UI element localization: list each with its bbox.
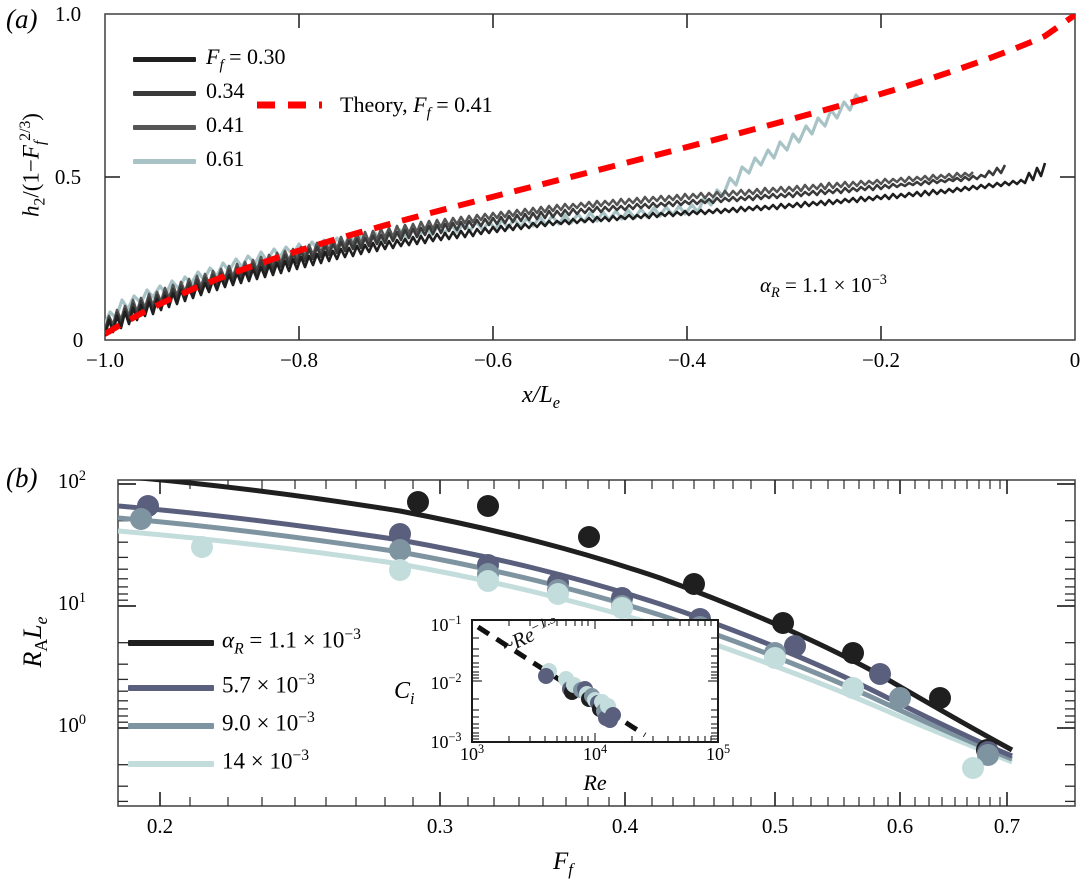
curve-alpha-9e3	[118, 515, 1013, 762]
legend-a-label-030: Ff = 0.30	[206, 44, 286, 74]
inset-xlabel: Re	[583, 770, 607, 795]
panel-a-annotation: αR = 1.1 × 10−3	[760, 272, 887, 302]
legend-b-line-11e3	[128, 640, 214, 646]
legend-b-line-14e3	[128, 761, 214, 767]
legend-a-label-041: 0.41	[206, 112, 245, 137]
legend-b-line-9e3	[128, 723, 214, 729]
panel-a-xtick-0: 0	[1069, 348, 1081, 372]
panel-b-x-minor-ticks	[189, 480, 1001, 806]
curve-alpha-57e3	[118, 503, 1013, 759]
panel-b-xtick-0.5: 0.5	[761, 814, 789, 838]
inset-plot: ~Re−1.3	[471, 618, 719, 743]
panel-a-tag: (a)	[6, 4, 38, 34]
panel-a-xtick--1.0: −1.0	[85, 348, 125, 372]
scatter-alpha-57e3	[137, 495, 999, 763]
inset-ytick-1e-2: 10−2	[430, 671, 462, 693]
panel-a-plot	[104, 13, 1076, 341]
panel-b-xtick-0.6: 0.6	[886, 814, 914, 838]
panel-b-xtick-0.2: 0.2	[146, 814, 174, 838]
panel-b-tag: (b)	[6, 463, 38, 493]
inset-ytick-1e-1: 10−1	[430, 613, 462, 635]
legend-a-label-034: 0.34	[206, 78, 245, 103]
inset-x-ticks	[508, 620, 712, 742]
panel-a-xtick--0.4: −0.4	[667, 348, 707, 372]
panel-b-ytick-10: 101	[57, 590, 87, 615]
legend-a-label-theory: Theory, Ff = 0.41	[340, 92, 493, 122]
panel-b-xtick-0.7: 0.7	[993, 814, 1021, 838]
inset-y-ticks	[472, 637, 718, 740]
inset-ylabel: Ci	[394, 678, 415, 708]
theory-curve	[105, 14, 1075, 337]
inset-frame	[471, 619, 719, 743]
trace-ff-041	[105, 171, 974, 331]
panel-a-xtick--0.2: −0.2	[861, 348, 901, 372]
panel-a-xlabel: x/Le	[522, 382, 560, 412]
trace-ff-030	[105, 162, 1047, 337]
panel-a-ytick-05: 0.5	[54, 165, 82, 189]
curve-alpha-14e3	[118, 528, 1013, 765]
legend-a-line-041	[133, 125, 196, 130]
panel-a-ytick-1: 1.0	[54, 2, 82, 26]
panel-b-y-minor-ticks	[118, 520, 1075, 803]
legend-a-line-061	[133, 159, 196, 164]
panel-a-xtick--0.8: −0.8	[279, 348, 319, 372]
panel-b-ytick-100: 102	[57, 468, 87, 493]
inset-ytick-1e-3: 10−3	[430, 730, 462, 752]
inset-xtick-1e5: 105	[705, 742, 731, 764]
inset-points	[538, 663, 621, 728]
legend-b-label-11e3: αR = 1.1 × 10−3	[222, 626, 361, 658]
panel-b-xtick-0.3: 0.3	[426, 814, 454, 838]
inset-xtick-1e3: 103	[459, 742, 485, 764]
panel-b-ytick-1: 100	[57, 712, 87, 737]
legend-b-label-57e3: 5.7 × 10−3	[222, 671, 315, 698]
legend-a-line-034	[133, 91, 196, 96]
legend-b-line-57e3	[128, 685, 214, 691]
inset-xtick-1e4: 104	[582, 742, 608, 764]
legend-b-label-14e3: 14 × 10−3	[222, 747, 310, 774]
legend-a-line-030	[133, 57, 196, 62]
legend-b-label-9e3: 9.0 × 10−3	[222, 709, 315, 736]
legend-a-theory-dash	[257, 101, 322, 109]
panel-a-xtick--0.6: −0.6	[473, 348, 513, 372]
panel-b-xlabel: Ff	[552, 848, 574, 879]
panel-b-x-major-ticks	[159, 480, 1008, 806]
panel-a-x-ticks	[298, 14, 882, 340]
trace-ff-034	[105, 164, 1007, 334]
panel-b-xtick-0.4: 0.4	[611, 814, 639, 838]
legend-a-label-061: 0.61	[206, 146, 245, 171]
panel-b-plot	[117, 479, 1076, 807]
panel-a-ytick-0: 0	[72, 328, 84, 352]
